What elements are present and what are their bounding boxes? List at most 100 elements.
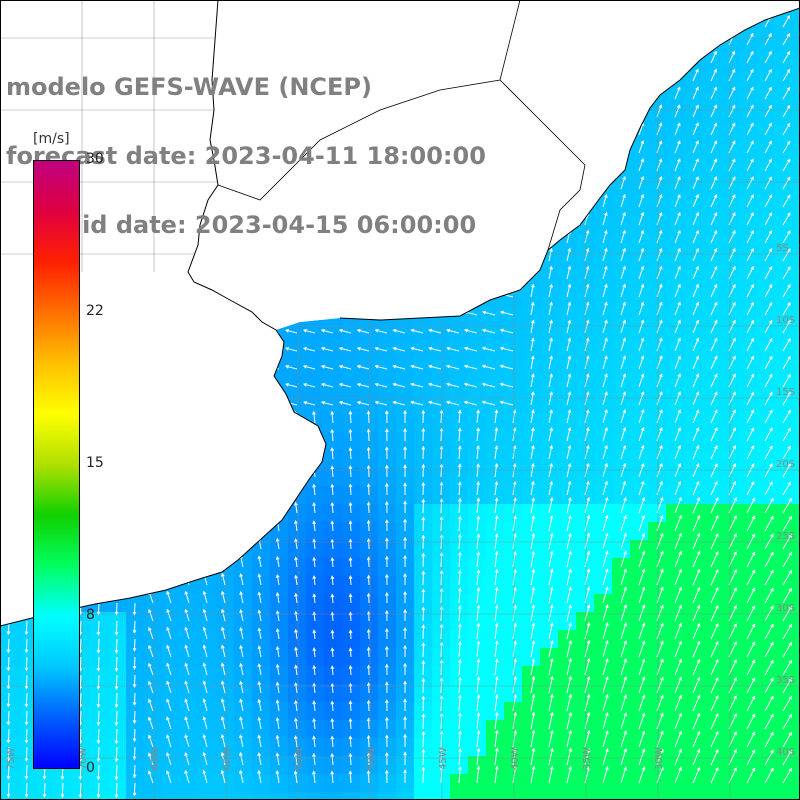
wind-arrow xyxy=(584,480,590,496)
wind-arrow xyxy=(620,337,627,352)
wind-cell xyxy=(558,774,577,793)
wind-arrow xyxy=(746,337,754,352)
wind-arrow xyxy=(410,382,424,388)
wind-cell xyxy=(666,234,685,253)
wind-cell xyxy=(630,396,649,415)
wind-cell xyxy=(252,558,271,577)
wind-cell xyxy=(450,594,469,613)
wind-arrow xyxy=(692,229,699,244)
wind-cell xyxy=(612,486,631,505)
wind-cell xyxy=(558,306,577,325)
wind-cell xyxy=(450,720,469,739)
wind-arrow xyxy=(428,346,442,352)
wind-cell xyxy=(648,216,667,235)
wind-cell xyxy=(360,540,379,559)
wind-cell xyxy=(234,756,253,775)
wind-cell xyxy=(198,594,217,613)
wind-cell xyxy=(738,540,757,559)
wind-arrow xyxy=(312,483,316,496)
wind-arrow xyxy=(96,746,101,763)
wind-cell xyxy=(486,576,505,595)
wind-arrow xyxy=(312,735,316,748)
wind-cell xyxy=(648,360,667,379)
wind-cell xyxy=(612,792,631,800)
wind-cell xyxy=(468,666,487,685)
wind-cell xyxy=(540,378,559,397)
wind-arrow xyxy=(746,551,756,568)
wind-cell xyxy=(270,702,289,721)
wind-arrow xyxy=(746,50,754,64)
wind-cell xyxy=(792,504,800,523)
wind-cell xyxy=(792,612,800,631)
wind-cell xyxy=(486,702,505,721)
wind-arrow xyxy=(458,640,462,658)
wind-arrow xyxy=(239,680,244,694)
wind-arrow xyxy=(202,698,208,712)
wind-arrow xyxy=(620,550,627,568)
wind-arrow xyxy=(620,622,628,640)
wind-cell xyxy=(648,288,667,307)
wind-arrow xyxy=(674,229,681,244)
wind-arrow xyxy=(638,766,646,784)
wind-cell xyxy=(540,522,559,541)
wind-arrow xyxy=(782,497,792,514)
wind-cell xyxy=(774,306,793,325)
wind-arrow xyxy=(6,656,11,672)
wind-arrow xyxy=(710,604,719,622)
wind-cell xyxy=(378,396,397,415)
wind-arrow xyxy=(384,609,389,622)
wind-cell xyxy=(378,576,397,595)
wind-cell xyxy=(792,90,800,109)
wind-cell xyxy=(774,270,793,289)
wind-arrow xyxy=(239,626,244,640)
wind-arrow xyxy=(638,283,645,298)
wind-cell xyxy=(180,594,199,613)
wind-arrow xyxy=(566,319,572,334)
wind-arrow xyxy=(566,462,572,478)
wind-arrow xyxy=(348,735,353,748)
wind-cell xyxy=(666,630,685,649)
wind-cell xyxy=(684,288,703,307)
wind-arrow xyxy=(548,247,553,262)
wind-arrow xyxy=(403,409,407,424)
wind-arrow xyxy=(494,747,499,766)
wind-arrow xyxy=(294,501,298,514)
wind-arrow xyxy=(638,140,645,154)
wind-arrow xyxy=(782,445,791,460)
wind-cell xyxy=(558,738,577,757)
wind-cell xyxy=(702,702,721,721)
wind-cell xyxy=(540,630,559,649)
wind-arrow xyxy=(330,593,335,604)
wind-cell xyxy=(432,486,451,505)
wind-cell xyxy=(378,504,397,523)
colorbar-tick-0: 0 xyxy=(86,760,95,776)
wind-cell xyxy=(756,252,775,271)
wind-arrow xyxy=(403,715,407,730)
wind-arrow xyxy=(764,32,772,46)
wind-cell xyxy=(774,486,793,505)
lon-label: 65W xyxy=(150,747,161,770)
wind-cell xyxy=(648,396,667,415)
wind-arrow xyxy=(366,770,371,784)
wind-arrow xyxy=(220,680,226,694)
wind-cell xyxy=(468,414,487,433)
wind-arrow xyxy=(602,426,608,442)
wind-cell xyxy=(396,612,415,631)
coastline-west xyxy=(0,0,327,627)
wind-arrow xyxy=(548,373,554,388)
wind-arrow xyxy=(548,462,554,478)
wind-arrow xyxy=(392,400,406,406)
wind-cell xyxy=(738,180,757,199)
wind-arrow xyxy=(782,569,792,586)
wind-arrow xyxy=(782,284,791,298)
wind-arrow xyxy=(602,550,609,568)
wind-cell xyxy=(342,486,361,505)
wind-arrow xyxy=(692,176,699,190)
wind-cell xyxy=(774,378,793,397)
wind-arrow xyxy=(746,497,756,514)
wind-cell xyxy=(414,558,433,577)
wind-cell xyxy=(162,666,181,685)
wind-cell xyxy=(648,450,667,469)
wind-cell xyxy=(702,720,721,739)
wind-arrow xyxy=(710,427,718,442)
